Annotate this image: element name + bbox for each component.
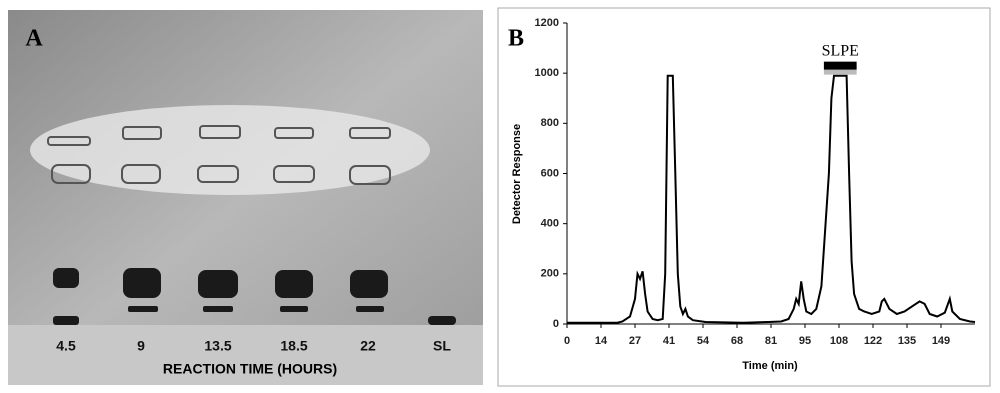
x-tick-label: 95	[799, 335, 811, 347]
x-tick-label: 27	[629, 335, 641, 347]
lane-label: 9	[137, 338, 145, 354]
x-tick-label: 122	[864, 335, 882, 347]
lane-label: 13.5	[204, 338, 231, 354]
lane-label: 22	[360, 338, 376, 354]
x-axis-title: Time (min)	[742, 360, 798, 372]
annotation-text: SLPE	[822, 42, 859, 59]
y-axis-title: Detector Response	[511, 124, 523, 224]
x-tick-label: 54	[697, 335, 710, 347]
x-tick-label: 149	[932, 335, 950, 347]
x-axis-title: REACTION TIME (HOURS)	[163, 361, 337, 377]
y-tick-label: 1000	[535, 67, 559, 79]
x-tick-label: 135	[898, 335, 916, 347]
y-tick-label: 1200	[535, 17, 559, 29]
y-tick-label: 0	[553, 318, 559, 330]
y-tick-label: 200	[541, 268, 559, 280]
tlc-plate	[8, 10, 483, 385]
y-tick-label: 800	[541, 117, 559, 129]
y-tick-label: 600	[541, 167, 559, 179]
panel-label: A	[25, 26, 43, 52]
x-tick-label: 68	[731, 335, 743, 347]
x-tick-label: 0	[564, 335, 570, 347]
x-tick-label: 81	[765, 335, 777, 347]
y-tick-label: 400	[541, 218, 559, 230]
lane-label: 4.5	[56, 338, 76, 354]
panel-frame	[497, 7, 991, 387]
x-tick-label: 14	[595, 335, 608, 347]
fraction-bar-shadow	[823, 69, 857, 75]
fraction-bar	[823, 61, 857, 70]
x-tick-label: 41	[663, 335, 675, 347]
chromatogram-line	[567, 74, 976, 324]
lane-label: 18.5	[280, 338, 307, 354]
lane-label: SL	[433, 338, 451, 354]
panel-label: B	[508, 26, 524, 52]
x-tick-label: 108	[830, 335, 848, 347]
